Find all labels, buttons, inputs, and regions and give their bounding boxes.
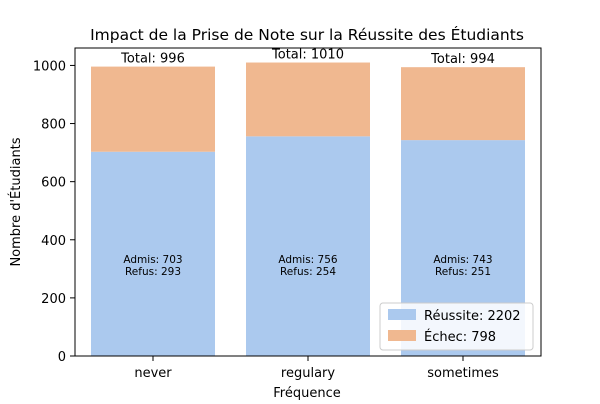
bar-annotation-sometimes-admis: Admis: 743: [433, 254, 492, 266]
bar-annotation-never-admis: Admis: 703: [123, 254, 182, 266]
legend: Réussite: 2202 Échec: 798: [379, 302, 534, 351]
y-tick-label-200: 200: [41, 292, 66, 307]
y-tick-label-1000: 1000: [33, 59, 66, 74]
legend-label-reussite: Réussite: 2202: [424, 309, 521, 324]
total-label-never: Total: 996: [120, 52, 185, 67]
bar-echec-sometimes: [401, 67, 525, 141]
x-tick-label-sometimes: sometimes: [427, 366, 499, 381]
y-tick-label-0: 0: [58, 350, 66, 365]
annotation-layer: Total: 996 Total: 1010 Total: 994 Admis: 70…: [120, 48, 495, 278]
y-tick-label-600: 600: [41, 176, 66, 191]
legend-box: [379, 302, 534, 351]
axes-layer: 0 200 400 600 800 1000 never regulary sometimes: [33, 47, 542, 381]
bar-echec-regulary: [246, 62, 370, 137]
bar-reussite-regulary: [246, 136, 370, 356]
bar-annotation-regulary-refus: Refus: 254: [280, 266, 336, 278]
bar-reussite-never: [91, 151, 215, 356]
legend-label-echec: Échec: 798: [424, 329, 496, 345]
x-tick-label-never: never: [134, 366, 172, 381]
chart-title: Impact de la Prise de Note sur la Réussi…: [90, 25, 524, 44]
total-label-regulary: Total: 1010: [271, 48, 344, 63]
x-tick-label-regulary: regulary: [281, 366, 335, 381]
bar-echec-never: [91, 66, 215, 152]
bar-annotation-sometimes-refus: Refus: 251: [435, 266, 491, 278]
x-axis-label: Fréquence: [273, 386, 340, 400]
y-tick-label-800: 800: [41, 118, 66, 133]
y-axis-label: Nombre d'Étudiants: [8, 137, 24, 266]
bar-annotation-never-refus: Refus: 293: [125, 266, 181, 278]
legend-swatch-reussite: [388, 309, 416, 320]
legend-swatch-echec: [388, 330, 416, 341]
total-label-sometimes: Total: 994: [430, 52, 495, 67]
y-tick-label-400: 400: [41, 234, 66, 249]
bar-annotation-regulary-admis: Admis: 756: [278, 254, 338, 266]
